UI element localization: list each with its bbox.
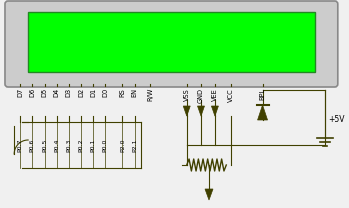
Text: VEE: VEE — [212, 88, 218, 101]
Polygon shape — [198, 106, 205, 116]
Text: D3: D3 — [66, 88, 72, 97]
Polygon shape — [258, 105, 268, 120]
Text: D1: D1 — [90, 88, 96, 97]
Text: BPL: BPL — [260, 88, 266, 100]
Text: R/W: R/W — [147, 88, 153, 101]
Text: D7: D7 — [17, 88, 23, 97]
Text: P0.4: P0.4 — [54, 138, 59, 152]
Polygon shape — [211, 106, 218, 116]
Text: P0.6: P0.6 — [30, 138, 35, 152]
Text: P0.2: P0.2 — [79, 138, 83, 152]
Polygon shape — [205, 189, 213, 200]
Text: D4: D4 — [54, 88, 60, 97]
Text: P0.0: P0.0 — [103, 138, 108, 152]
Bar — [28, 12, 315, 72]
Text: P0.3: P0.3 — [66, 138, 71, 152]
Text: GND: GND — [198, 88, 204, 103]
Text: RS: RS — [119, 88, 125, 97]
Text: D6: D6 — [29, 88, 35, 97]
Text: D0: D0 — [102, 88, 109, 97]
FancyBboxPatch shape — [5, 1, 338, 87]
Polygon shape — [183, 106, 190, 116]
Text: P2.1: P2.1 — [132, 138, 137, 152]
Text: VSS: VSS — [184, 88, 190, 101]
Text: EN: EN — [132, 88, 138, 97]
Text: D5: D5 — [42, 88, 47, 97]
Text: P0.7: P0.7 — [18, 138, 23, 152]
Text: P0.1: P0.1 — [91, 138, 96, 152]
Text: P2.0: P2.0 — [120, 138, 125, 152]
Text: D2: D2 — [78, 88, 84, 97]
Text: P0.5: P0.5 — [42, 138, 47, 152]
Text: VCC: VCC — [228, 88, 234, 102]
Text: +5V: +5V — [328, 115, 345, 125]
